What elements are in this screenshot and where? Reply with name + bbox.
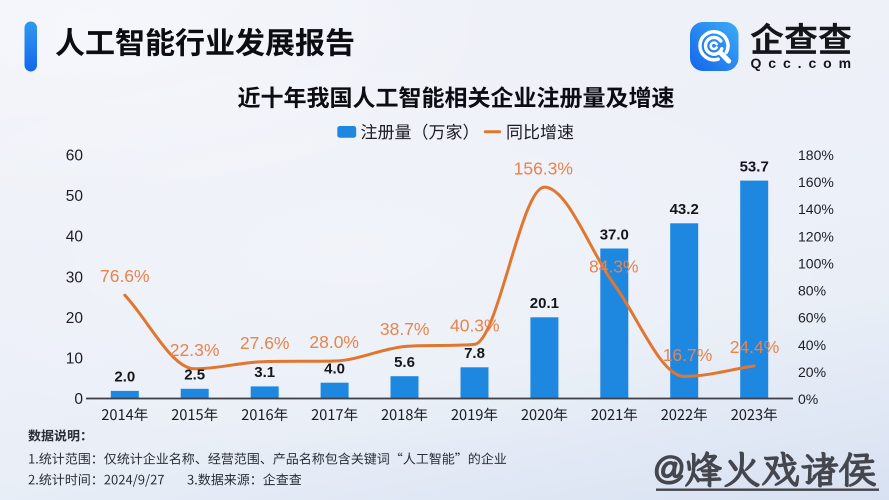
svg-text:120%: 120% bbox=[798, 228, 834, 244]
svg-text:0%: 0% bbox=[798, 391, 818, 407]
svg-text:160%: 160% bbox=[798, 174, 834, 190]
svg-text:16.7%: 16.7% bbox=[663, 345, 713, 365]
svg-text:30: 30 bbox=[66, 269, 84, 286]
svg-text:20%: 20% bbox=[798, 364, 826, 380]
svg-text:20: 20 bbox=[66, 310, 84, 327]
svg-text:76.6%: 76.6% bbox=[100, 266, 150, 286]
svg-text:40: 40 bbox=[66, 229, 84, 246]
svg-text:156.3%: 156.3% bbox=[514, 159, 573, 179]
svg-text:0: 0 bbox=[74, 391, 83, 408]
svg-text:140%: 140% bbox=[798, 201, 834, 217]
svg-text:37.0: 37.0 bbox=[600, 226, 629, 243]
svg-text:28.0%: 28.0% bbox=[309, 332, 359, 352]
svg-text:38.7%: 38.7% bbox=[380, 319, 430, 339]
svg-text:3.1: 3.1 bbox=[254, 364, 275, 381]
svg-text:24.4%: 24.4% bbox=[730, 337, 780, 357]
svg-text:80%: 80% bbox=[798, 283, 826, 299]
svg-text:53.7: 53.7 bbox=[740, 158, 769, 175]
svg-text:Qcc.com: Qcc.com bbox=[751, 55, 858, 71]
svg-text:2.0: 2.0 bbox=[114, 369, 135, 386]
svg-text:100%: 100% bbox=[798, 255, 834, 271]
svg-text:43.2: 43.2 bbox=[670, 201, 699, 218]
svg-text:5.6: 5.6 bbox=[394, 354, 415, 371]
svg-text:180%: 180% bbox=[798, 147, 834, 163]
svg-text:20.1: 20.1 bbox=[530, 295, 559, 312]
svg-text:60%: 60% bbox=[798, 310, 826, 326]
svg-text:40.3%: 40.3% bbox=[450, 316, 500, 336]
svg-text:22.3%: 22.3% bbox=[170, 340, 220, 360]
svg-text:27.6%: 27.6% bbox=[240, 333, 290, 353]
svg-text:2.5: 2.5 bbox=[184, 367, 205, 384]
svg-text:60: 60 bbox=[66, 147, 84, 164]
svg-text:4.0: 4.0 bbox=[324, 361, 345, 378]
svg-text:84.3%: 84.3% bbox=[589, 257, 639, 277]
svg-text:10: 10 bbox=[66, 351, 84, 368]
svg-text:50: 50 bbox=[66, 188, 84, 205]
svg-text:40%: 40% bbox=[798, 337, 826, 353]
svg-text:7.8: 7.8 bbox=[464, 345, 485, 362]
